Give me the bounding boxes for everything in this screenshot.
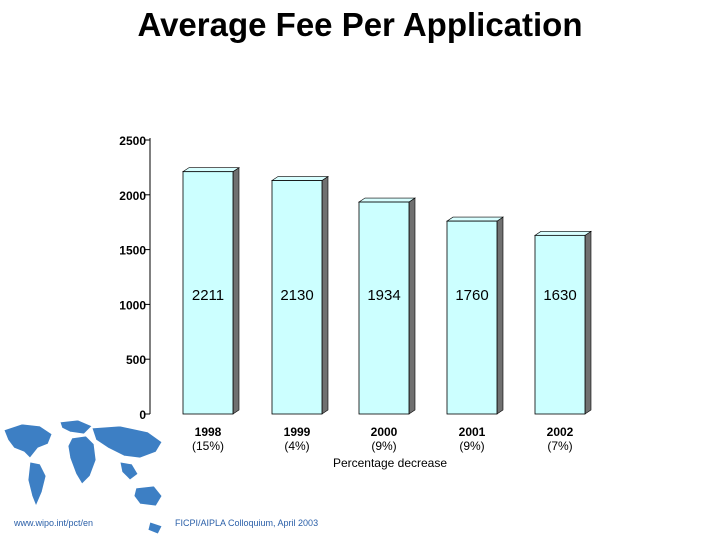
x-tick-label: 2000	[371, 425, 398, 439]
world-map-icon	[3, 419, 163, 535]
bar-side	[496, 216, 504, 415]
bar-value-label: 1934	[367, 287, 400, 304]
bar-top	[271, 176, 329, 181]
bar	[358, 201, 410, 415]
percent-decrease-label: (4%)	[284, 439, 309, 453]
y-tick-label: 1000	[119, 298, 146, 312]
bar-value-label: 2211	[192, 287, 224, 304]
bar-value-label: 1630	[543, 287, 576, 304]
x-tick-label: 1998	[195, 425, 222, 439]
slide-title: Average Fee Per Application	[137, 6, 583, 43]
percent-decrease-label: (9%)	[459, 439, 484, 453]
percent-decrease-label: (15%)	[192, 439, 224, 453]
bar	[446, 220, 498, 415]
bar	[182, 171, 234, 415]
bar-top	[182, 167, 240, 172]
y-axis: 0 500 1000 1500 2000 2500	[119, 134, 151, 422]
bar-side	[232, 167, 240, 415]
footer-caption: FICPI/AIPLA Colloquium, April 2003	[175, 518, 319, 528]
x-tick-label: 2001	[459, 425, 486, 439]
bar-side	[321, 175, 329, 415]
bar	[271, 180, 323, 415]
bar-value-label: 1760	[455, 287, 488, 304]
bar-top	[534, 231, 592, 236]
bar	[534, 234, 586, 415]
bar-top	[358, 197, 416, 203]
percent-decrease-label: (7%)	[547, 439, 572, 453]
y-tick-label: 500	[126, 353, 146, 367]
bar-top	[446, 216, 504, 222]
x-axis-label: Percentage decrease	[333, 456, 447, 470]
percent-decrease-label: (9%)	[371, 439, 396, 453]
y-tick-label: 1500	[119, 244, 146, 258]
y-tick-label: 2500	[119, 134, 146, 148]
footer-url: www.wipo.int/pct/en	[14, 518, 94, 528]
bar-side	[408, 197, 416, 415]
bar-side	[584, 230, 592, 415]
y-tick-label: 0	[139, 408, 146, 422]
x-tick-label: 1999	[284, 425, 311, 439]
bar-value-label: 2130	[280, 287, 313, 304]
bars: 22111998(15%)21301999(4%)19342000(9%)176…	[182, 167, 592, 453]
y-tick-label: 2000	[119, 189, 146, 203]
x-tick-label: 2002	[547, 425, 574, 439]
